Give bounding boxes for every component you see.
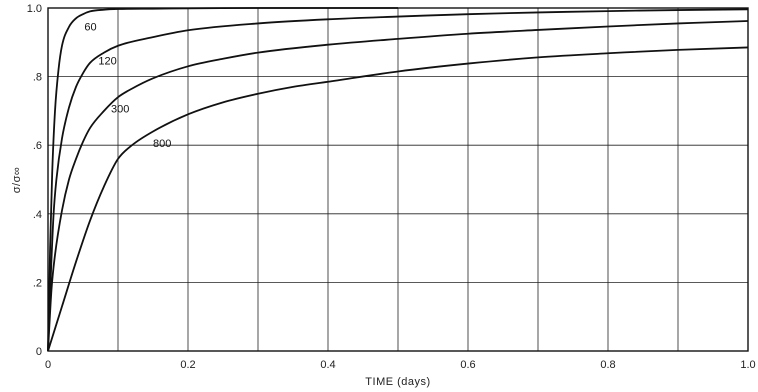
series-300-line bbox=[47, 20, 749, 352]
y-tick-label: .8 bbox=[33, 72, 42, 84]
y-axis-title: σ/σ∞ bbox=[11, 167, 23, 193]
y-tick-label: .2 bbox=[33, 277, 42, 289]
series-120-label: 120 bbox=[98, 56, 116, 68]
x-tick-label: 1.0 bbox=[740, 359, 755, 371]
x-tick-label: 0.8 bbox=[600, 359, 615, 371]
tick-layer: 0 0.2 0.4 0.6 0.8 1.00.2.4.6.81.0 bbox=[27, 3, 756, 371]
plot-frame bbox=[47, 7, 749, 352]
y-tick-label: .6 bbox=[33, 140, 42, 152]
y-tick-label: 1.0 bbox=[27, 3, 42, 15]
series-800-label: 800 bbox=[153, 138, 171, 150]
series-800-line bbox=[47, 46, 749, 352]
y-tick-label: .4 bbox=[33, 209, 42, 221]
series-120-line bbox=[47, 8, 749, 352]
series-300-label: 300 bbox=[111, 104, 129, 116]
y-tick-label: 0 bbox=[36, 346, 42, 358]
x-tick-label: 0.2 bbox=[180, 359, 195, 371]
x-tick-label: 0 bbox=[45, 359, 51, 371]
x-tick-label: 0.6 bbox=[460, 359, 475, 371]
x-tick-label: 0.4 bbox=[320, 359, 335, 371]
label-layer: 60 120 300 800 bbox=[84, 21, 171, 150]
grid-layer bbox=[47, 7, 749, 352]
series-60-label: 60 bbox=[84, 21, 96, 33]
x-axis-title: TIME (days) bbox=[365, 376, 430, 388]
